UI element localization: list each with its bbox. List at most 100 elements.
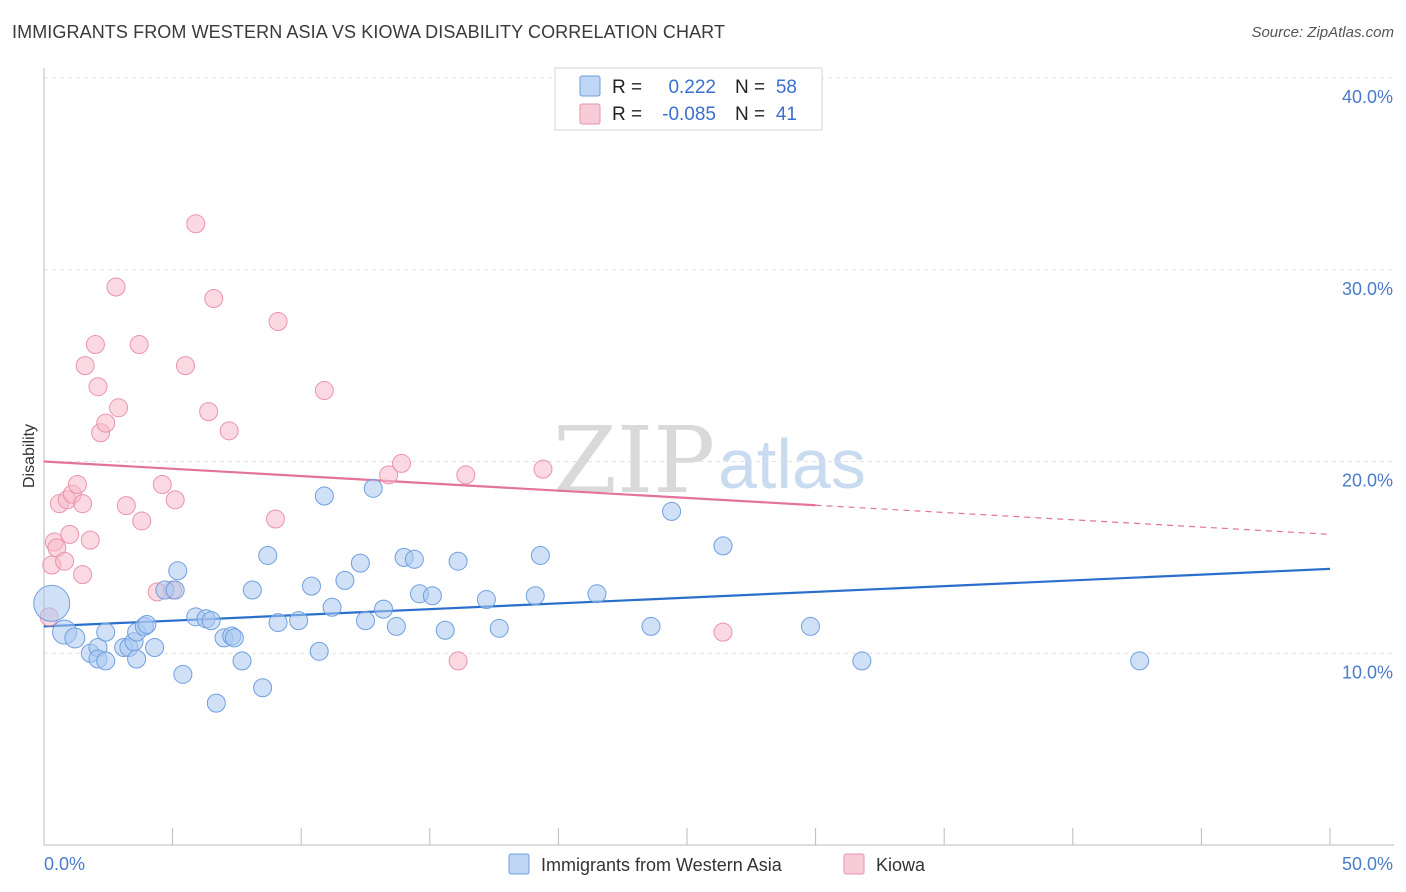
point-series1-12 — [127, 649, 147, 669]
watermark-atlas: atlas — [718, 425, 866, 503]
point-series1-19 — [173, 664, 193, 684]
y-axis-tick-labels: 10.0% 20.0% 30.0% 40.0% — [1342, 87, 1393, 682]
point-series1-23 — [206, 693, 226, 713]
trend-line-series1 — [43, 567, 1331, 628]
x-tick-label-max: 50.0% — [1342, 854, 1393, 874]
point-series1-6 — [96, 651, 116, 671]
point-series2-14 — [85, 335, 105, 355]
point-series2-13 — [80, 530, 100, 550]
legend-box: R = 0.222 N = 58 R = -0.085 N = 41 — [554, 67, 823, 131]
point-series1-34 — [309, 641, 329, 661]
point-series2-28 — [186, 214, 206, 234]
legend-n-label-2: N = — [735, 104, 765, 125]
y-tick-label-30: 30.0% — [1342, 279, 1393, 299]
point-series1-17 — [165, 580, 185, 600]
point-series2-9 — [67, 475, 87, 495]
bottom-legend-swatch-series2 — [843, 853, 865, 875]
axes — [43, 68, 1394, 846]
point-series1-26 — [224, 628, 244, 648]
point-series2-24 — [152, 475, 172, 495]
point-series1-39 — [356, 611, 375, 631]
point-series2-22 — [132, 511, 152, 531]
point-series2-12 — [75, 356, 95, 376]
point-series1-56 — [713, 536, 733, 556]
point-series1-33 — [301, 576, 321, 596]
point-series2-5 — [55, 551, 75, 571]
point-series2-35 — [379, 465, 399, 485]
legend-swatch-series1 — [579, 75, 601, 97]
point-series2-37 — [448, 651, 468, 671]
point-series1-35 — [314, 486, 334, 506]
bottom-legend: Immigrants from Western Asia Kiowa — [508, 853, 926, 875]
trend-line-dashed-series2 — [815, 504, 1331, 535]
point-series2-34 — [314, 381, 334, 401]
gridlines — [44, 77, 1394, 654]
point-series1-36 — [322, 597, 342, 617]
point-series2-30 — [204, 289, 224, 309]
point-series2-32 — [265, 509, 285, 529]
point-series1-38 — [350, 553, 370, 573]
point-series1-30 — [258, 545, 278, 565]
point-series2-19 — [109, 398, 129, 418]
point-series1-50 — [489, 618, 509, 638]
point-series2-40 — [713, 622, 733, 642]
point-series1-2 — [64, 627, 86, 649]
point-series1-47 — [435, 620, 455, 640]
point-series1-37 — [335, 570, 355, 590]
bottom-legend-label-series2: Kiowa — [876, 855, 926, 875]
point-series1-53 — [587, 584, 607, 604]
data-points — [33, 214, 1150, 713]
y-tick-label-40: 40.0% — [1342, 87, 1393, 107]
point-series1-42 — [386, 616, 406, 636]
legend-r-value-1: 0.222 — [668, 77, 716, 98]
legend-n-value-2: 41 — [776, 104, 797, 125]
point-series1-44 — [404, 549, 424, 569]
trend-line-series2 — [43, 460, 816, 507]
point-series1-22 — [201, 611, 221, 631]
point-series1-7 — [96, 622, 116, 642]
legend-swatch-series2 — [579, 103, 601, 125]
point-series2-27 — [175, 356, 195, 376]
point-series1-59 — [1130, 651, 1150, 671]
point-series2-10 — [73, 565, 93, 585]
trend-lines — [43, 460, 1331, 628]
y-tick-label-20: 20.0% — [1342, 471, 1393, 491]
bottom-legend-swatch-series1 — [508, 853, 530, 875]
source-label: Source: ZipAtlas.com — [1251, 24, 1394, 41]
point-series2-31 — [219, 421, 239, 441]
y-tick-label-10: 10.0% — [1342, 662, 1393, 682]
point-series2-11 — [73, 494, 93, 514]
bottom-legend-label-series1: Immigrants from Western Asia — [541, 855, 783, 875]
x-axis-ticks — [43, 828, 1331, 845]
point-series1-41 — [374, 599, 394, 619]
point-series1-18 — [168, 561, 188, 581]
point-series1-55 — [662, 501, 682, 521]
point-series2-36 — [392, 453, 412, 473]
legend-r-label-2: R = — [612, 104, 642, 125]
legend-n-value-1: 58 — [776, 77, 797, 98]
point-series1-58 — [852, 651, 872, 671]
point-series2-18 — [106, 277, 126, 297]
point-series1-51 — [525, 586, 545, 606]
point-series2-21 — [129, 335, 149, 355]
point-series2-17 — [96, 413, 116, 433]
point-series2-29 — [199, 402, 219, 422]
y-axis-label: Disability — [21, 424, 38, 488]
point-series1-32 — [289, 611, 309, 631]
point-series1-28 — [242, 580, 262, 600]
chart-title: IMMIGRANTS FROM WESTERN ASIA VS KIOWA DI… — [12, 22, 726, 42]
point-series2-38 — [456, 465, 476, 485]
point-series1-52 — [530, 545, 550, 565]
point-series1-15 — [145, 637, 165, 657]
legend-n-label-1: N = — [735, 77, 765, 98]
point-series1-0 — [33, 584, 71, 622]
x-tick-label-min: 0.0% — [44, 854, 85, 874]
point-series2-26 — [165, 490, 185, 510]
legend-r-value-2: -0.085 — [662, 104, 716, 125]
point-series1-49 — [476, 590, 496, 610]
point-series1-14 — [137, 614, 157, 634]
legend-r-label-1: R = — [612, 77, 642, 98]
point-series1-48 — [448, 551, 468, 571]
point-series1-31 — [268, 613, 288, 633]
point-series2-33 — [268, 312, 288, 332]
